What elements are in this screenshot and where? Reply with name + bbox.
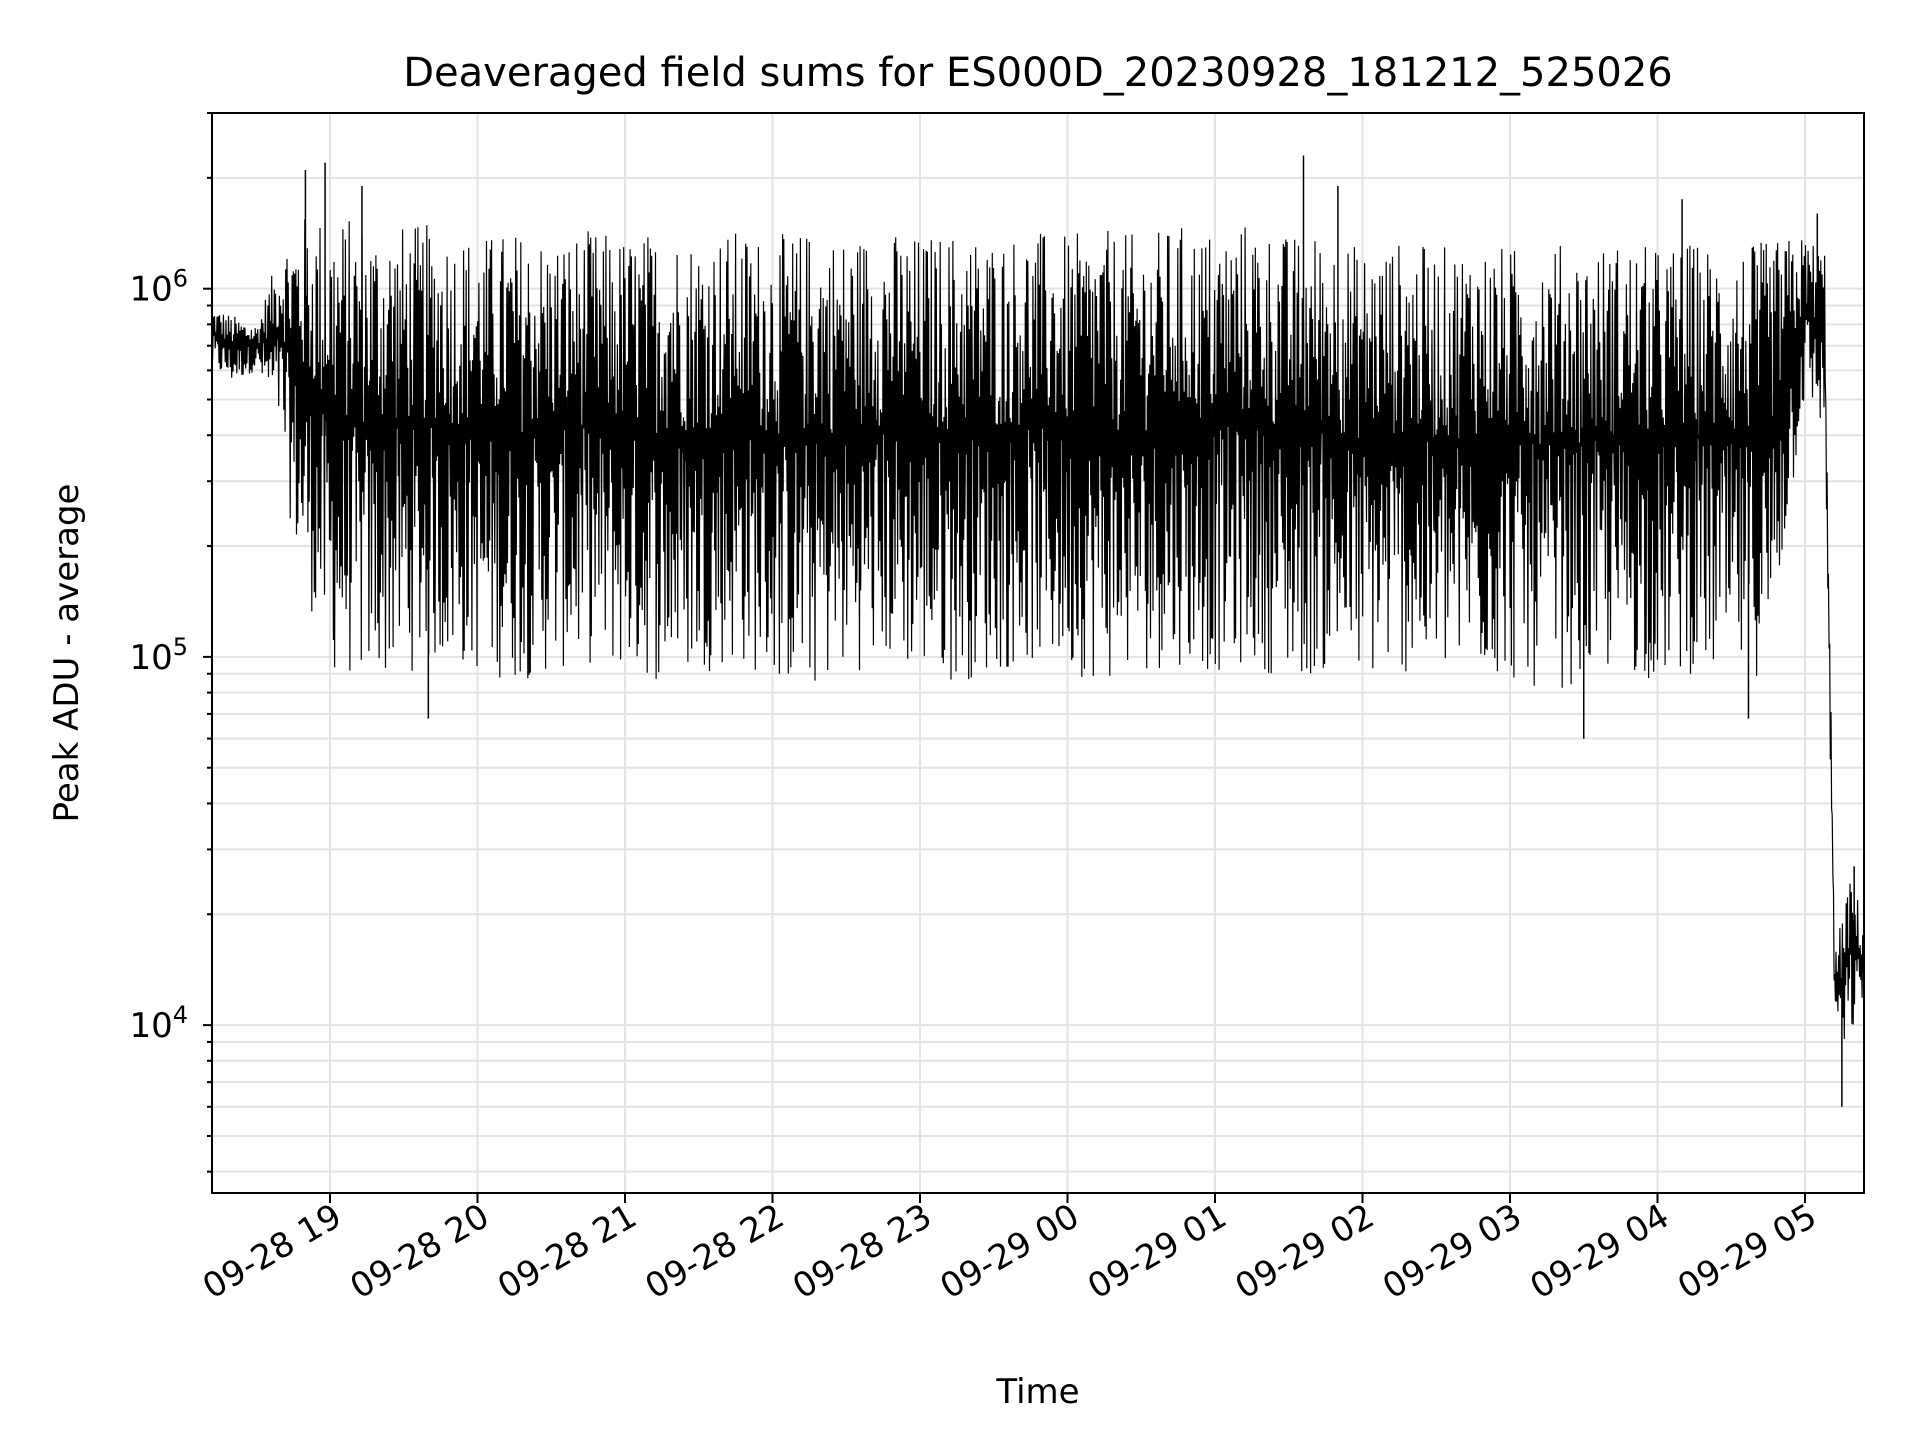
data-series-line xyxy=(211,219,1865,1039)
y-tick-label: 104 xyxy=(129,1001,188,1046)
y-axis-label: Peak ADU - average xyxy=(47,484,87,823)
x-tick-label: 09-29 05 xyxy=(1671,1196,1823,1307)
x-tick-label: 09-28 21 xyxy=(491,1196,643,1307)
data-layer xyxy=(211,155,1865,1107)
x-tick-label: 09-29 00 xyxy=(934,1196,1086,1307)
y-tick-label: 106 xyxy=(129,265,188,310)
x-tick-label: 09-29 03 xyxy=(1376,1196,1528,1307)
x-tick-label: 09-28 19 xyxy=(196,1196,348,1307)
chart-title: Deaveraged field sums for ES000D_2023092… xyxy=(403,50,1673,96)
x-tick-label: 09-28 23 xyxy=(786,1196,938,1307)
y-tick-label: 105 xyxy=(129,633,188,678)
x-tick-label: 09-29 01 xyxy=(1081,1196,1233,1307)
x-axis-label: Time xyxy=(995,1372,1079,1412)
plot-frame xyxy=(211,112,1865,1194)
x-tick-label: 09-28 20 xyxy=(344,1196,496,1307)
x-tick-label: 09-29 04 xyxy=(1524,1196,1676,1307)
x-tick-label: 09-28 22 xyxy=(639,1196,791,1307)
x-tick-label: 09-29 02 xyxy=(1229,1196,1381,1307)
